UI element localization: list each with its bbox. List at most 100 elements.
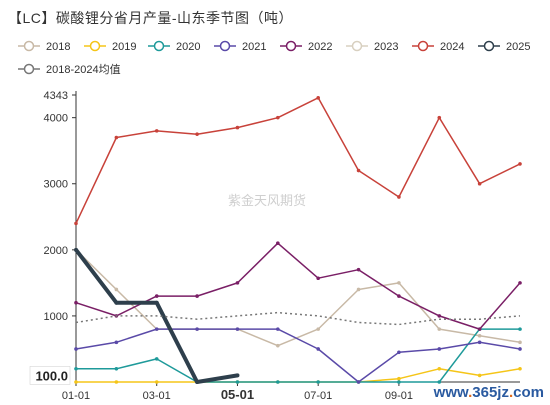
x-tick-label: 05-01	[221, 387, 254, 402]
series-line	[75, 242, 521, 330]
data-point	[397, 294, 401, 298]
legend-marker	[285, 40, 297, 52]
data-point	[316, 96, 320, 100]
legend-label: 2018-2024均值	[46, 63, 121, 76]
data-point	[437, 314, 442, 318]
y-tick-label: 4000	[44, 113, 68, 125]
series-line	[75, 328, 521, 383]
data-point	[477, 333, 482, 338]
x-tick-label: 07-01	[304, 390, 332, 402]
x-tick-label: 03-01	[143, 390, 171, 402]
data-point	[235, 380, 240, 384]
data-point	[74, 221, 78, 226]
data-point	[114, 287, 119, 292]
data-point	[74, 347, 78, 351]
legend-item[interactable]: 2021	[214, 40, 266, 53]
data-point	[397, 376, 401, 381]
data-point	[114, 340, 119, 345]
legend-marker	[483, 40, 495, 52]
legend-item[interactable]: 2018-2024均值	[18, 63, 121, 76]
data-point	[518, 327, 522, 331]
data-point	[397, 350, 401, 355]
legend-label: 2022	[308, 41, 332, 53]
legend-marker	[219, 40, 231, 52]
x-tick-label: 01-01	[62, 390, 90, 402]
y-tick-label: 1000	[44, 311, 68, 323]
data-point	[276, 327, 280, 331]
legend-item[interactable]: 2024	[412, 40, 464, 53]
x-tick-label: 09-01	[385, 390, 413, 402]
legend-marker	[89, 40, 101, 52]
data-point	[154, 380, 159, 384]
legend-item[interactable]: 2023	[346, 40, 398, 53]
data-point	[195, 132, 199, 136]
data-point	[518, 366, 522, 371]
data-point	[74, 366, 78, 371]
legend-item[interactable]: 2019	[84, 40, 136, 53]
y-highlight-label: 100.0	[35, 368, 68, 383]
legend-item[interactable]: 2025	[478, 40, 530, 53]
data-point	[114, 380, 119, 384]
data-point	[316, 327, 320, 331]
data-point	[316, 347, 320, 351]
y-highlight-box	[29, 366, 71, 385]
legend-label: 2023	[374, 41, 398, 53]
data-point	[477, 327, 482, 331]
watermark: 紫金天风期货	[228, 193, 307, 208]
data-point	[316, 276, 320, 281]
data-point	[74, 247, 78, 252]
data-point	[74, 380, 78, 384]
data-point	[154, 300, 159, 305]
y-tick-label: 4343	[44, 90, 68, 102]
chart-title: 【LC】碳酸锂分省月产量-山东季节图（吨）	[8, 10, 294, 26]
data-point	[356, 380, 361, 384]
data-point	[154, 357, 159, 361]
data-point	[316, 380, 320, 384]
data-point	[276, 380, 280, 384]
data-point	[154, 129, 159, 133]
data-point	[356, 267, 361, 272]
data-point	[276, 115, 280, 120]
data-point	[235, 373, 240, 378]
series-line	[75, 249, 521, 347]
data-point	[397, 281, 401, 285]
data-point	[397, 380, 401, 384]
data-point	[477, 340, 482, 345]
legend-item[interactable]: 2022	[280, 40, 332, 53]
data-point	[114, 366, 119, 371]
legend-label: 2020	[176, 41, 200, 53]
data-point	[518, 162, 522, 166]
data-point	[195, 380, 200, 384]
data-point	[437, 347, 442, 351]
data-point	[397, 195, 401, 199]
legend-label: 2024	[440, 41, 464, 53]
data-point	[477, 181, 482, 186]
legend-marker	[153, 40, 165, 52]
legend-label: 2018	[46, 41, 70, 53]
legend-label: 2021	[242, 41, 266, 53]
legend-item[interactable]: 2020	[148, 40, 200, 53]
data-point	[74, 300, 78, 305]
data-point	[276, 343, 280, 348]
legend-marker	[23, 40, 35, 52]
data-point	[437, 366, 442, 371]
data-point	[235, 327, 240, 331]
data-point	[235, 125, 240, 130]
data-point	[437, 380, 442, 384]
data-point	[154, 294, 159, 298]
data-point	[437, 327, 442, 331]
site-logo: www.365jz.com	[433, 384, 544, 401]
data-point	[356, 168, 361, 173]
data-point	[235, 281, 240, 285]
data-point	[195, 327, 199, 331]
series-line	[75, 97, 521, 224]
series-line	[76, 328, 520, 383]
series-line	[76, 368, 521, 383]
data-point	[518, 347, 522, 351]
legend-marker	[23, 63, 35, 75]
legend-item[interactable]: 2018	[18, 40, 70, 53]
legend-marker	[351, 40, 363, 52]
data-point	[356, 287, 361, 292]
legend-label: 2025	[506, 41, 530, 53]
